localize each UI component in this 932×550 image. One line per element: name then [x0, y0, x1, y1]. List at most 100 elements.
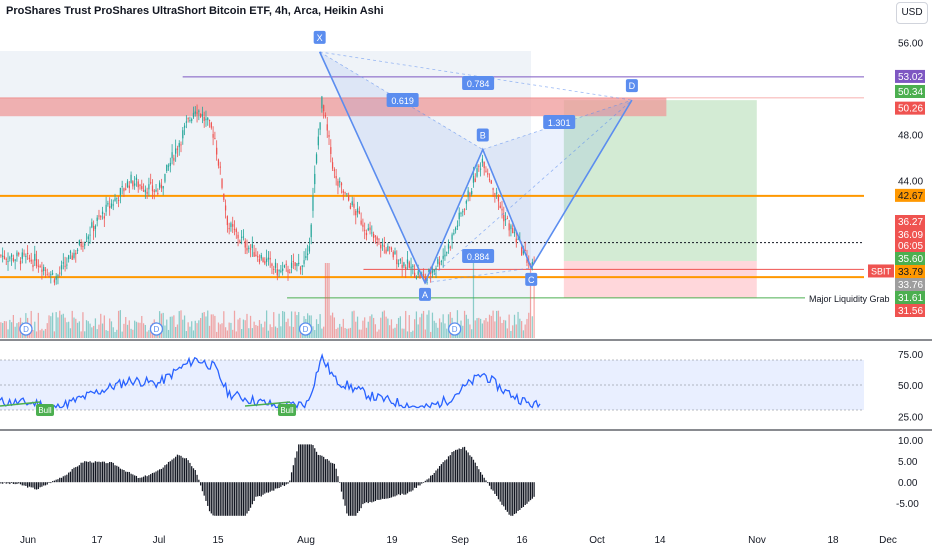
bull-badge [36, 404, 54, 416]
candle-body [305, 256, 307, 258]
candle-body [105, 204, 107, 212]
pattern-point-x [313, 30, 326, 44]
candle-body [100, 216, 102, 218]
candle-body [185, 121, 187, 123]
candle-body [89, 234, 91, 236]
volume-bar [167, 329, 170, 338]
candle-body [201, 114, 204, 117]
volume-bar [9, 319, 11, 338]
candle-body [78, 240, 80, 245]
volume-bar [289, 326, 291, 338]
pattern-point-label: X [317, 33, 323, 43]
volume-bar [472, 263, 475, 338]
candle-body [431, 270, 434, 273]
candle-body [269, 257, 271, 260]
volume-bar [55, 312, 57, 338]
candle-body [87, 236, 89, 240]
ratio-label: 1.301 [548, 118, 571, 128]
volume-bar [521, 321, 523, 338]
candle-body [44, 269, 47, 271]
volume-bar [358, 329, 360, 338]
volume-bar [94, 318, 97, 338]
volume-bar [200, 317, 202, 338]
candle-body [84, 243, 86, 246]
candle-body [146, 191, 148, 194]
candle-body [308, 246, 311, 252]
candle-body [116, 197, 118, 199]
volume-bar [196, 323, 198, 338]
volume-bar [271, 327, 273, 338]
macd-axis-tick: 10.00 [898, 436, 923, 447]
candle-body [207, 117, 209, 120]
price-label-badge [895, 278, 925, 291]
volume-bar [14, 326, 16, 338]
candle-body [258, 258, 261, 263]
volume-bar [212, 314, 214, 338]
pattern-point-label: A [422, 290, 428, 300]
candle-body [307, 253, 309, 256]
volume-bar [101, 323, 104, 338]
harmonic-pattern [313, 30, 638, 301]
candle-body [465, 200, 467, 204]
time-axis-tick: Jun [20, 535, 36, 546]
candle-body [248, 247, 250, 249]
volume-bar [394, 327, 396, 338]
candle-body [103, 216, 105, 219]
volume-bar [232, 329, 234, 338]
macd-axis-tick: -5.00 [896, 499, 919, 510]
candle-body [241, 236, 243, 238]
volume-bar [205, 316, 207, 338]
price-label-badge [895, 239, 925, 252]
candle-body [487, 173, 489, 175]
candle-body [521, 247, 523, 256]
volume-bar [497, 310, 500, 338]
volume-bar [219, 324, 221, 338]
candle-body [310, 224, 312, 238]
candle-body [60, 265, 63, 270]
volume-bar [64, 317, 66, 338]
price-label: 06:05 [898, 241, 923, 252]
candle-body [264, 261, 266, 264]
candle-body [451, 234, 453, 240]
candle-body [19, 260, 22, 265]
ratio-label: 0.784 [467, 79, 490, 89]
volume-bar [0, 322, 2, 338]
candle-body [430, 270, 432, 275]
candle-body [463, 209, 466, 211]
volume-bar [16, 323, 18, 338]
volume-bar [114, 331, 116, 338]
volume-bar [405, 310, 407, 338]
candle-body [296, 263, 298, 267]
xab-triangle [319, 51, 483, 283]
dividend-label: D [23, 325, 29, 334]
volume-bar [221, 323, 223, 338]
ratio-line [424, 99, 633, 284]
candle-body [358, 211, 360, 214]
candle-body [148, 184, 150, 190]
candle-body [462, 211, 464, 213]
volume-bar [125, 317, 127, 338]
candle-body [380, 245, 382, 249]
candle-body [48, 276, 50, 278]
candle-body [150, 182, 152, 184]
candle-body [132, 181, 134, 187]
candle-body [512, 228, 514, 234]
volume-bar [492, 310, 494, 338]
volume-bar [312, 326, 314, 338]
volume-bar [260, 323, 262, 338]
candle-body [526, 257, 528, 263]
volume-bar [397, 317, 400, 338]
volume-bar [144, 324, 146, 338]
currency-button[interactable]: USD [896, 2, 928, 24]
candle-body [210, 122, 212, 128]
candle-body [76, 249, 79, 251]
candle-body [328, 135, 330, 137]
candle-body [260, 254, 262, 259]
volume-bar [378, 329, 380, 338]
candle-body [59, 272, 61, 274]
candle-body [246, 248, 248, 251]
volume-bar [430, 331, 432, 338]
candle-body [424, 277, 426, 281]
candle-body [232, 224, 234, 227]
